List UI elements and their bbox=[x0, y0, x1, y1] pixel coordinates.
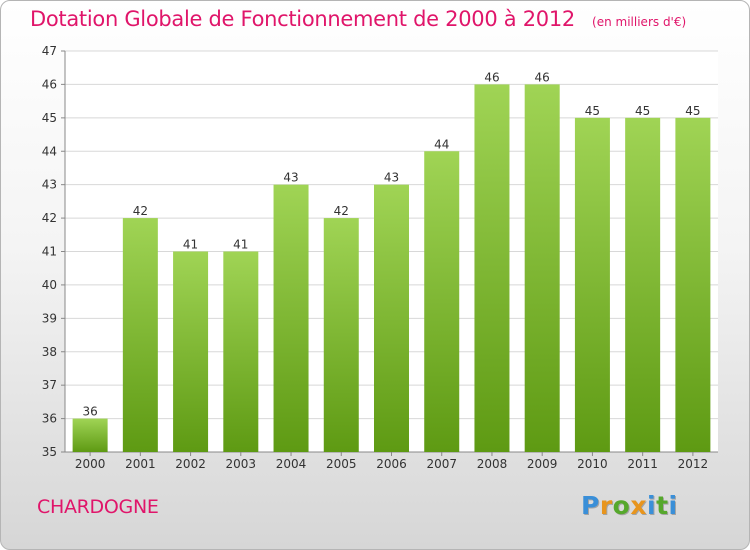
title-row: Dotation Globale de Fonctionnement de 20… bbox=[30, 7, 686, 31]
data-label: 43 bbox=[283, 171, 298, 185]
y-tick-label: 43 bbox=[42, 178, 57, 192]
commune-name: CHARDOGNE bbox=[37, 496, 159, 518]
data-label: 46 bbox=[535, 70, 550, 84]
logo-letter: x bbox=[630, 491, 647, 520]
y-tick-label: 40 bbox=[42, 278, 57, 292]
chart-unit: (en milliers d'€) bbox=[592, 15, 687, 29]
y-tick-label: 45 bbox=[42, 111, 57, 125]
y-tick-label: 39 bbox=[42, 311, 57, 325]
logo-letter: i bbox=[668, 491, 678, 520]
bar bbox=[675, 117, 711, 452]
logo-letter: o bbox=[612, 491, 631, 520]
x-tick-label: 2012 bbox=[678, 457, 709, 471]
data-label: 42 bbox=[133, 204, 148, 218]
data-label: 41 bbox=[183, 238, 198, 252]
x-tick-label: 2006 bbox=[376, 457, 407, 471]
bar bbox=[524, 84, 560, 453]
data-label: 42 bbox=[334, 204, 349, 218]
data-label: 45 bbox=[685, 104, 700, 118]
bar bbox=[374, 184, 409, 452]
logo-letter: r bbox=[599, 491, 613, 520]
data-label: 36 bbox=[82, 405, 97, 419]
y-tick-label: 38 bbox=[42, 345, 57, 359]
bar bbox=[173, 251, 209, 452]
y-tick-label: 36 bbox=[42, 412, 57, 426]
data-label: 46 bbox=[484, 70, 499, 84]
y-tick-label: 35 bbox=[42, 445, 57, 459]
logo-letter: P bbox=[581, 491, 600, 520]
y-tick-label: 44 bbox=[42, 144, 57, 158]
x-tick-label: 2004 bbox=[276, 457, 307, 471]
x-tick-label: 2010 bbox=[577, 457, 608, 471]
x-tick-label: 2003 bbox=[226, 457, 257, 471]
bar bbox=[223, 251, 259, 452]
y-tick-label: 46 bbox=[42, 77, 57, 91]
bar bbox=[323, 218, 359, 452]
proxiti-logo[interactable]: Proxiti bbox=[581, 491, 678, 520]
bar bbox=[574, 117, 610, 452]
bar bbox=[625, 117, 661, 452]
data-label: 43 bbox=[384, 171, 399, 185]
bar bbox=[273, 184, 309, 452]
data-label: 45 bbox=[635, 104, 650, 118]
bar bbox=[424, 151, 460, 452]
bar bbox=[122, 218, 158, 452]
x-tick-label: 2002 bbox=[175, 457, 206, 471]
y-tick-label: 37 bbox=[42, 378, 57, 392]
bar bbox=[474, 84, 510, 453]
logo-letter: t bbox=[656, 491, 669, 520]
bar bbox=[72, 418, 108, 452]
y-tick-label: 47 bbox=[42, 44, 57, 58]
x-tick-label: 2005 bbox=[326, 457, 357, 471]
logo-letter: i bbox=[647, 491, 657, 520]
data-label: 45 bbox=[585, 104, 600, 118]
x-tick-label: 2011 bbox=[627, 457, 658, 471]
x-tick-label: 2001 bbox=[125, 457, 156, 471]
y-tick-label: 41 bbox=[42, 245, 57, 259]
data-label: 44 bbox=[434, 137, 449, 151]
x-tick-label: 2007 bbox=[426, 457, 457, 471]
x-tick-label: 2000 bbox=[75, 457, 106, 471]
data-label: 41 bbox=[233, 238, 248, 252]
x-tick-label: 2009 bbox=[527, 457, 558, 471]
x-tick-label: 2008 bbox=[477, 457, 508, 471]
y-tick-label: 42 bbox=[42, 211, 57, 225]
chart-title: Dotation Globale de Fonctionnement de 20… bbox=[30, 7, 575, 31]
